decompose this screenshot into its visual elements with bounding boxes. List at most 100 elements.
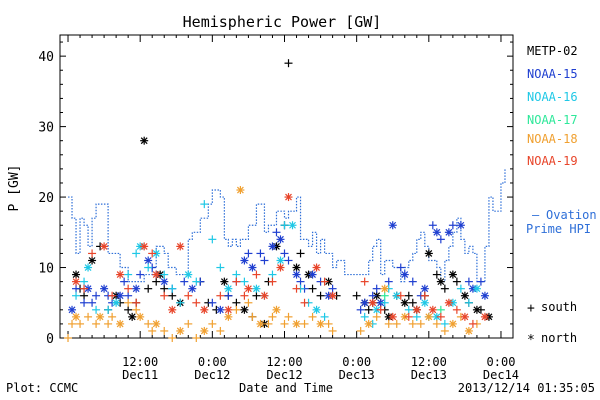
- x-tick-time: 0:00: [198, 355, 227, 369]
- data-point: [124, 298, 133, 307]
- legend-north-label: north: [541, 331, 577, 345]
- data-point: [72, 291, 81, 300]
- data-point: [160, 291, 169, 300]
- data-point: [92, 319, 101, 328]
- data-point: [440, 319, 449, 328]
- data-point: [440, 284, 449, 293]
- data-point: [124, 270, 133, 279]
- data-point: [260, 291, 269, 300]
- data-point: [356, 305, 365, 314]
- data-point: [192, 277, 201, 286]
- data-point: [240, 305, 249, 314]
- x-tick-time: 0:00: [487, 355, 516, 369]
- legend-metp-02: METP-02: [527, 44, 578, 58]
- data-point: [420, 284, 429, 293]
- data-point: [72, 284, 81, 293]
- x-tick-time: 0:00: [342, 355, 371, 369]
- data-point: [88, 249, 97, 258]
- data-point: [360, 298, 369, 307]
- data-point: [224, 305, 233, 314]
- data-point: [376, 305, 385, 314]
- data-point: [148, 326, 157, 335]
- data-point: [292, 284, 301, 293]
- data-point: [480, 312, 489, 321]
- data-point: [252, 291, 261, 300]
- data-point: [184, 319, 193, 328]
- data-point: [168, 334, 177, 342]
- data-point: [100, 242, 109, 251]
- data-point: [280, 319, 289, 328]
- x-tick-date: Dec11: [122, 368, 158, 382]
- data-point: [160, 284, 169, 293]
- data-point: [284, 312, 293, 321]
- data-point: [168, 305, 177, 314]
- data-point: [480, 291, 489, 300]
- data-point: [356, 326, 365, 335]
- data-point: [452, 305, 461, 314]
- x-tick-date: Dec12: [266, 368, 302, 382]
- data-point: [432, 228, 441, 237]
- data-point: [380, 298, 389, 307]
- data-point: [72, 270, 81, 279]
- data-point: [436, 277, 445, 286]
- data-point: [444, 298, 453, 307]
- x-tick-date: Dec14: [483, 368, 519, 382]
- legend-south-symbol: +: [527, 301, 535, 316]
- x-tick-date: Dec12: [194, 368, 230, 382]
- data-point: [216, 291, 225, 300]
- data-point: [100, 284, 109, 293]
- data-point: [464, 277, 473, 286]
- data-point: [144, 263, 153, 272]
- data-point: [160, 277, 169, 286]
- data-point: [96, 312, 105, 321]
- data-point: [240, 291, 249, 300]
- data-point: [124, 305, 133, 314]
- data-point: [316, 319, 325, 328]
- data-point: [232, 305, 241, 314]
- data-point: [68, 305, 77, 314]
- data-point: [216, 263, 225, 272]
- data-point: [428, 221, 437, 230]
- data-point: [252, 270, 261, 279]
- data-point: [436, 305, 445, 314]
- data-point: [472, 284, 481, 293]
- data-point: [428, 305, 437, 314]
- data-point: [200, 200, 209, 209]
- data-point: [144, 284, 153, 293]
- data-point: [64, 334, 73, 342]
- data-point: [424, 249, 433, 258]
- data-point: [152, 319, 161, 328]
- data-point: [92, 305, 101, 314]
- data-point: [416, 319, 425, 328]
- data-point: [168, 284, 177, 293]
- data-point: [412, 305, 421, 314]
- data-point: [440, 326, 449, 335]
- data-point: [124, 291, 133, 300]
- data-point: [424, 312, 433, 321]
- data-point: [404, 305, 413, 314]
- data-point: [364, 319, 373, 328]
- data-point: [384, 277, 393, 286]
- data-point: [256, 249, 265, 258]
- data-point: [184, 270, 193, 279]
- data-point: [272, 228, 281, 237]
- data-point: [224, 284, 233, 293]
- data-point: [108, 291, 117, 300]
- chart-title: Hemispheric Power [GW]: [183, 13, 382, 31]
- data-point: [132, 305, 141, 314]
- data-point: [80, 291, 89, 300]
- data-point: [116, 319, 125, 328]
- data-point: [120, 277, 129, 286]
- data-point: [432, 312, 441, 321]
- data-point: [140, 242, 149, 251]
- data-point: [408, 319, 417, 328]
- data-point: [476, 277, 485, 286]
- data-point: [152, 277, 161, 286]
- x-axis-ticks: 12:00Dec110:00Dec1212:00Dec120:00Dec1312…: [67, 35, 519, 382]
- data-point: [380, 284, 389, 293]
- y-axis-ticks: 0 10 20 30 40: [38, 41, 513, 347]
- data-point: [128, 312, 137, 321]
- data-point: [208, 319, 217, 328]
- data-point: [372, 305, 381, 314]
